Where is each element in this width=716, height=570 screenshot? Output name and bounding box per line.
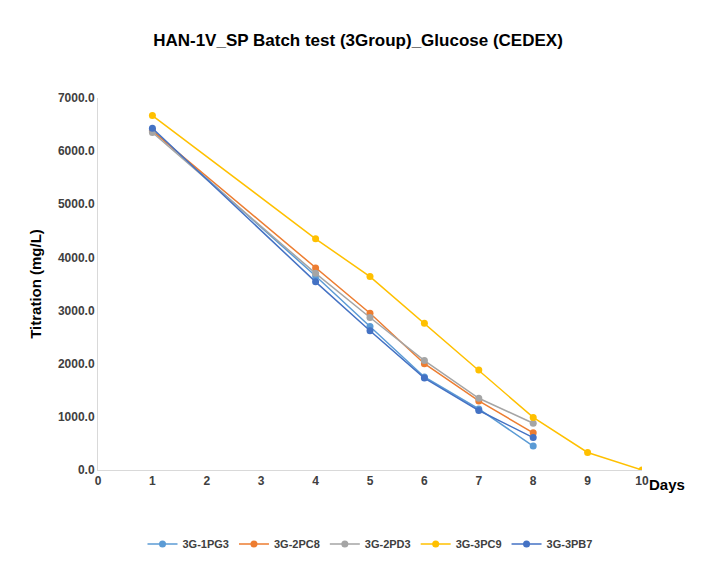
svg-text:2000.0: 2000.0 <box>58 357 95 371</box>
svg-text:2: 2 <box>203 474 210 488</box>
svg-text:6: 6 <box>421 474 428 488</box>
svg-text:0.0: 0.0 <box>78 463 95 477</box>
svg-text:3G-2PC8: 3G-2PC8 <box>274 538 320 550</box>
svg-text:7000.0: 7000.0 <box>58 91 95 105</box>
svg-text:9: 9 <box>584 474 591 488</box>
svg-text:3G-3PB7: 3G-3PB7 <box>547 538 593 550</box>
svg-text:Titration (mg/L): Titration (mg/L) <box>27 229 44 339</box>
svg-text:1: 1 <box>149 474 156 488</box>
svg-text:4000.0: 4000.0 <box>58 251 95 265</box>
svg-text:3G-3PC9: 3G-3PC9 <box>456 538 502 550</box>
svg-text:3G-2PD3: 3G-2PD3 <box>365 538 411 550</box>
svg-text:0: 0 <box>95 474 102 488</box>
svg-text:3: 3 <box>258 474 265 488</box>
svg-text:HAN-1V_SP Batch test (3Group)_: HAN-1V_SP Batch test (3Group)_Glucose (C… <box>153 31 563 50</box>
svg-text:3000.0: 3000.0 <box>58 304 95 318</box>
svg-text:Days: Days <box>649 476 685 493</box>
svg-text:4: 4 <box>312 474 319 488</box>
svg-text:8: 8 <box>530 474 537 488</box>
svg-text:6000.0: 6000.0 <box>58 144 95 158</box>
svg-text:7: 7 <box>475 474 482 488</box>
svg-text:3G-1PG3: 3G-1PG3 <box>183 538 229 550</box>
svg-text:10: 10 <box>635 474 649 488</box>
svg-text:5: 5 <box>367 474 374 488</box>
svg-text:5000.0: 5000.0 <box>58 197 95 211</box>
svg-text:1000.0: 1000.0 <box>58 410 95 424</box>
